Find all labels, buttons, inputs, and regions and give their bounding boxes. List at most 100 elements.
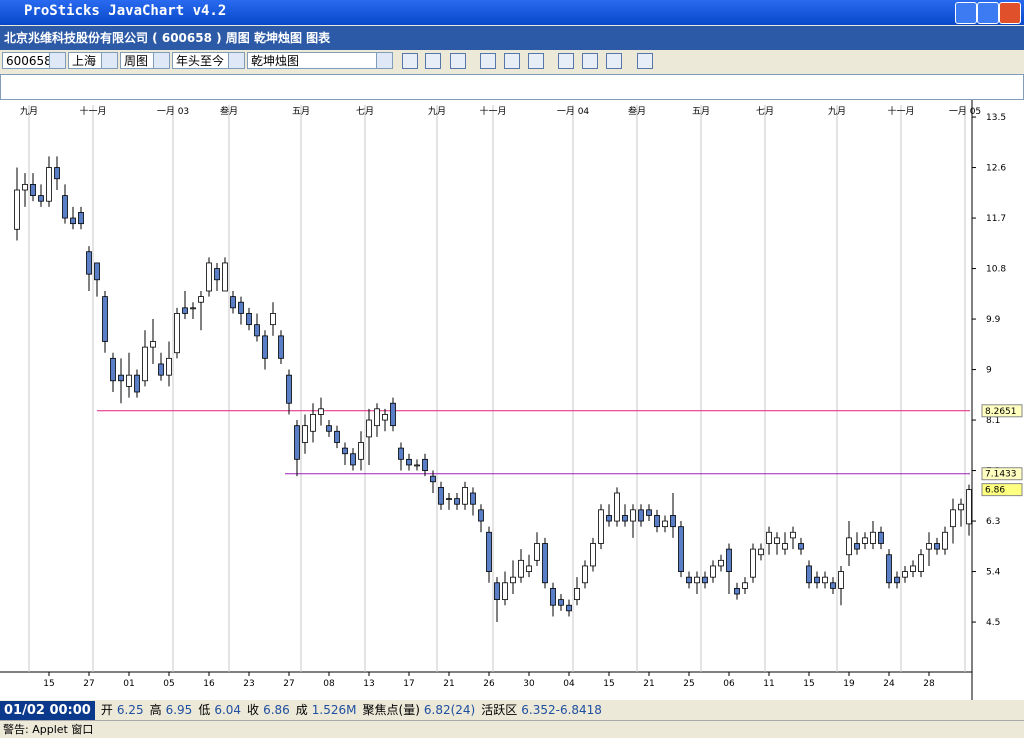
candle-body xyxy=(878,531,884,544)
toolbar: 600658 上海 周图 年头至今 乾坤烛图 xyxy=(0,50,1024,73)
x-tick-label: 05 xyxy=(163,679,174,689)
candle-body xyxy=(574,587,580,601)
window-title: ProSticks JavaChart v4.2 xyxy=(24,3,227,19)
candle-body xyxy=(374,408,380,427)
value-box xyxy=(981,404,1023,418)
x-tick-label: 24 xyxy=(883,679,895,689)
candle-body xyxy=(446,498,452,501)
candle-body xyxy=(214,268,220,281)
candlestick-chart: 九月 十一月 一月 03 叁月 五月 七月 九月 十一月 一月 04 叁月 五月 七月 九月 十一月 一月 … xyxy=(0,100,1024,700)
x-tick-label: 17 xyxy=(403,679,414,689)
month-label: 七月 xyxy=(756,106,774,117)
minimize-button[interactable] xyxy=(955,2,977,24)
candle-body xyxy=(150,341,156,348)
candle-body xyxy=(342,447,348,455)
candle-body xyxy=(734,587,740,595)
candle-body xyxy=(606,515,612,522)
tool-icon[interactable] xyxy=(504,53,520,69)
market-text: 上海 xyxy=(72,54,97,68)
symbol-text: 600658 xyxy=(6,54,52,68)
tool-icon[interactable] xyxy=(425,53,441,69)
candle-body xyxy=(654,515,660,528)
status-label: 活跃区 xyxy=(481,703,518,717)
candle-body xyxy=(590,543,596,567)
month-label: 九月 xyxy=(20,106,38,117)
close-button[interactable] xyxy=(999,2,1021,24)
y-tick-label: 9.9 xyxy=(986,315,1001,325)
style-select[interactable]: 乾坤烛图 xyxy=(247,52,393,69)
month-label: 叁月 xyxy=(220,105,238,117)
candle-body xyxy=(662,520,668,528)
tool-icon[interactable] xyxy=(582,53,598,69)
candle-body xyxy=(750,548,756,578)
tool-icon[interactable] xyxy=(606,53,622,69)
tool-icon[interactable] xyxy=(402,53,418,69)
candle-body xyxy=(726,548,732,572)
candle-body xyxy=(934,543,940,550)
range-text: 年头至今 xyxy=(176,54,225,68)
candle-body xyxy=(894,576,900,584)
month-label: 五月 xyxy=(292,106,310,117)
x-tick-label: 28 xyxy=(923,679,935,689)
month-label: 十一月 xyxy=(887,105,914,117)
status-label: 收 xyxy=(247,703,260,717)
candle-body xyxy=(246,313,252,326)
candle-body xyxy=(422,458,428,471)
candle-body xyxy=(830,582,836,589)
market-select[interactable]: 上海 xyxy=(68,52,118,69)
candle-body xyxy=(118,374,124,382)
y-tick-label: 13.5 xyxy=(986,113,1006,123)
candle-body xyxy=(550,587,556,606)
candle-body xyxy=(510,576,516,584)
tool-icon[interactable] xyxy=(637,53,653,69)
range-select[interactable]: 年头至今 xyxy=(172,52,245,69)
candle-body xyxy=(430,475,436,483)
candle-body xyxy=(942,531,948,550)
candle-body xyxy=(702,576,708,584)
candle-body xyxy=(718,559,724,567)
candle-body xyxy=(14,189,20,230)
candle-body xyxy=(958,503,964,511)
status-value: 6.95 xyxy=(165,703,193,717)
x-tick-label: 15 xyxy=(603,679,614,689)
candle-body xyxy=(182,307,188,314)
candle-body xyxy=(910,565,916,572)
candle-body xyxy=(526,565,532,572)
candle-body xyxy=(886,554,892,584)
candle-body xyxy=(486,531,492,572)
x-tick-label: 06 xyxy=(723,679,735,689)
applet-warning: 警告: Applet 窗口 xyxy=(0,720,1024,738)
status-value: 1.526M xyxy=(311,703,357,717)
candle-body xyxy=(766,531,772,544)
candle-body xyxy=(846,537,852,556)
candle-body xyxy=(710,565,716,578)
x-tick-label: 19 xyxy=(843,679,855,689)
header-bar: 北京兆维科技股份有限公司 ( 600658 ) 周图 乾坤烛图 图表 xyxy=(0,26,1024,50)
month-label: 九月 xyxy=(828,106,846,117)
candle-body xyxy=(686,576,692,584)
candle-body xyxy=(454,498,460,505)
x-tick-label: 15 xyxy=(803,679,814,689)
tool-icon[interactable] xyxy=(528,53,544,69)
period-select[interactable]: 周图 xyxy=(120,52,170,69)
y-tick-label: 10.8 xyxy=(986,265,1006,275)
x-tick-label: 27 xyxy=(283,679,294,689)
candle-body xyxy=(646,509,652,516)
status-value: 6.82(24) xyxy=(423,703,476,717)
maximize-button[interactable] xyxy=(977,2,999,24)
x-tick-label: 15 xyxy=(43,679,54,689)
value-box-label: 8.2651 xyxy=(985,407,1017,417)
tool-icon[interactable] xyxy=(450,53,466,69)
y-tick-label: 8.1 xyxy=(986,416,1000,426)
candle-body xyxy=(54,167,60,180)
tool-icon[interactable] xyxy=(558,53,574,69)
candle-body xyxy=(142,346,148,382)
candle-body xyxy=(398,447,404,460)
candle-body xyxy=(158,363,164,376)
candle-body xyxy=(926,543,932,550)
candle-body xyxy=(582,565,588,584)
candle-body xyxy=(358,442,364,460)
symbol-select[interactable]: 600658 xyxy=(2,52,66,69)
y-tick-label: 9 xyxy=(986,366,992,376)
tool-icon[interactable] xyxy=(480,53,496,69)
